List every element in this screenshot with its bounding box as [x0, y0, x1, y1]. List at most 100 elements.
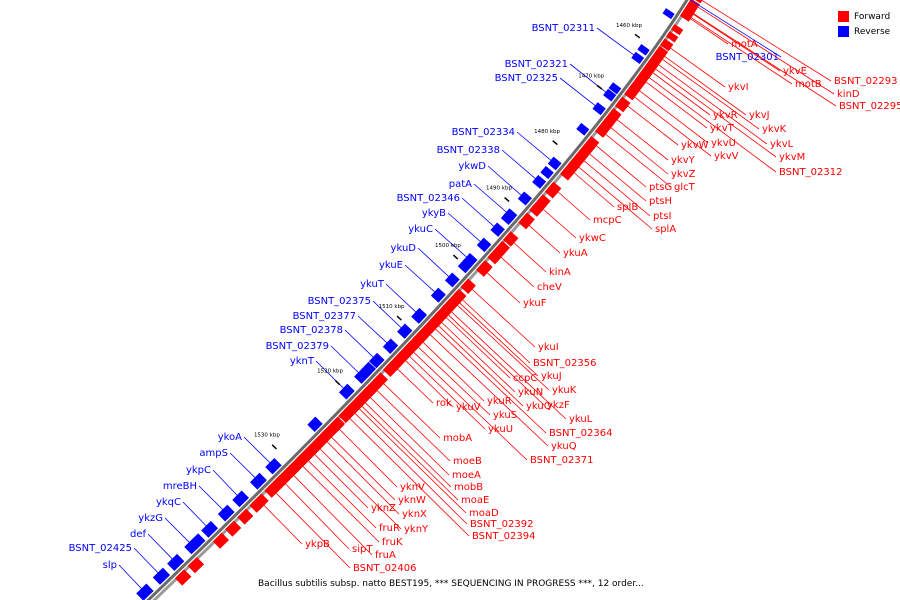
gene-label-ykpb: ykpB	[305, 539, 330, 550]
tick-mark-8	[271, 444, 277, 450]
leader-line-ykuz	[310, 450, 369, 509]
leader-line-bsnt-02338	[501, 149, 540, 183]
gene-block-21	[413, 330, 428, 346]
gene-block-29	[487, 250, 502, 265]
gene-block-38	[559, 167, 574, 181]
gene-block-56	[670, 23, 684, 36]
gene-label-bsnt-02321: BSNT_02321	[505, 59, 568, 70]
gene-label-ptsg: ptsG	[649, 182, 672, 193]
legend: Forward Reverse	[838, 9, 890, 39]
tick-label-8: 1530 kbp	[254, 433, 280, 439]
gene-arrow-ykwd	[517, 191, 533, 206]
gene-label-bsnt-02377: BSNT_02377	[293, 311, 356, 322]
gene-label-ykvl: ykvL	[770, 139, 794, 150]
gene-label-ptsi: ptsI	[653, 211, 671, 222]
gene-label-amps: ampS	[199, 448, 228, 459]
gene-label-ykvw: ykvW	[681, 140, 709, 151]
leader-line-ykuo	[434, 321, 524, 407]
gene-block-20	[403, 340, 419, 356]
leader-line-fruk	[299, 462, 380, 543]
tick-label-3: 1480 kbp	[534, 129, 560, 135]
leader-line-ykpc	[212, 469, 241, 500]
gene-arrow-bsnt-02378	[368, 352, 385, 369]
gene-label-ykuz: yknZ	[371, 503, 396, 514]
tick-label-6: 1510 kbp	[379, 304, 405, 310]
leader-line-bsnt-02312	[644, 74, 777, 173]
leader-line-ykuc	[434, 228, 471, 261]
gene-block-22	[411, 309, 426, 324]
gene-label-fruk: fruK	[382, 537, 403, 548]
gene-block-17	[360, 361, 377, 377]
gene-block-36	[544, 185, 559, 199]
gene-block-39	[567, 158, 581, 172]
gene-arrow-bsnt-02293	[695, 0, 703, 4]
leader-line-bsnt-02311	[596, 27, 638, 59]
gene-label-ykul: ykuL	[569, 414, 593, 425]
gene-label-ykvm: ykvM	[779, 152, 805, 163]
gene-label-pata: patA	[449, 179, 472, 190]
tick-mark-1	[634, 33, 641, 39]
leader-line-ykvn	[335, 425, 398, 488]
gene-label-ykvy: ykvY	[671, 155, 696, 166]
gene-block-10	[296, 450, 312, 467]
gene-label-ykur: ykuR	[487, 396, 512, 407]
gene-label-ykoa: ykoA	[218, 432, 242, 443]
leader-line-ykvj	[660, 53, 747, 116]
tick-mark-3	[552, 140, 558, 146]
gene-label-ykwd: ykwD	[458, 161, 486, 172]
leader-line-ykur	[419, 338, 485, 402]
gene-label-mrebh: mreBH	[163, 481, 197, 492]
gene-arrow-ykud	[444, 272, 460, 288]
leader-line-bsnt-02364	[431, 325, 547, 434]
gene-block-44	[602, 116, 616, 129]
leader-line-mcpc	[554, 188, 591, 221]
gene-label-sipt: sipT	[352, 544, 373, 555]
leader-line-ykyb	[447, 212, 485, 246]
gene-label-ykyb: ykyB	[422, 208, 446, 219]
gene-label-ykpc: ykpC	[186, 465, 211, 476]
gene-arrow-bsnt-02346	[490, 222, 505, 237]
gene-arrow-bsnt-02375	[397, 323, 413, 339]
tick-label-1: 1460 kbp	[616, 23, 642, 29]
leader-line-glct	[601, 130, 672, 188]
gene-label-chev: cheV	[537, 282, 562, 293]
gene-label-ykuv: ykuV	[456, 402, 481, 413]
leader-line-bsnt-02394	[346, 414, 470, 537]
leader-line-ccpc	[442, 313, 511, 379]
gene-label-bsnt-02338: BSNT_02338	[437, 145, 500, 156]
leader-line-bsnt-02321	[569, 63, 610, 96]
leader-line-ykuv	[401, 356, 454, 408]
leader-line-slp	[118, 564, 146, 593]
gene-block-5	[237, 508, 254, 525]
gene-label-ykqc: ykqC	[156, 497, 181, 508]
gene-label-bsnt-02293: BSNT_02293	[834, 76, 897, 87]
gene-label-ykus: ykuS	[493, 410, 517, 421]
leader-line-ykua	[525, 221, 561, 254]
gene-block-52	[637, 43, 650, 56]
leader-line-ykvm	[651, 65, 777, 158]
gene-label-ykuy: yknY	[404, 524, 429, 535]
forward-swatch	[838, 11, 849, 22]
gene-label-bsnt-02392: BSNT_02392	[470, 519, 533, 530]
leader-line-bsnt-02377	[357, 315, 391, 347]
leader-line-ykvr	[648, 69, 711, 116]
gene-label-ykvu: ykvU	[711, 138, 736, 149]
gene-arrow-slp	[136, 583, 154, 600]
gene-label-bsnt-02394: BSNT_02394	[472, 531, 535, 542]
leader-line-ykvw	[623, 102, 679, 146]
gene-block-47	[608, 82, 622, 95]
gene-label-ykuf: ykuF	[523, 298, 547, 309]
gene-block-45	[608, 107, 622, 121]
gene-label-ykux: yknX	[402, 509, 427, 520]
gene-label-bsnt-02312: BSNT_02312	[779, 167, 842, 178]
gene-label-bsnt-02346: BSNT_02346	[397, 193, 460, 204]
gene-label-bsnt-02334: BSNT_02334	[452, 127, 515, 138]
leader-line-bsnt-02356	[458, 296, 531, 364]
leader-line-ykvv	[630, 93, 712, 157]
gene-label-ykwc: ykwC	[579, 233, 606, 244]
gene-arrow-ykqc	[201, 520, 219, 538]
gene-label-bsnt-02311: BSNT_02311	[532, 23, 595, 34]
gene-arrow-bsnt-02311	[631, 51, 645, 65]
leader-line-mrebh	[198, 485, 227, 514]
